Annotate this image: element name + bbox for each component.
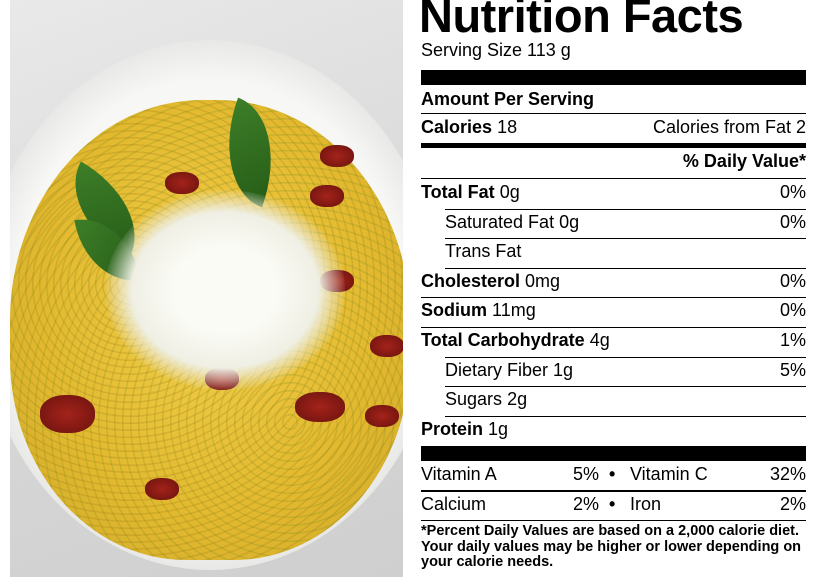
nutrient-row: Sodium 11mg (421, 300, 536, 321)
nutrient-amount: 0g (559, 211, 580, 232)
nutrient-row: Cholesterol 0mg (421, 271, 560, 292)
nutrient-row: Total Fat 0g (421, 182, 520, 203)
vitamin-value: 32% (769, 464, 806, 484)
tomato (145, 478, 179, 500)
divider (421, 297, 806, 299)
vitamin-name: Vitamin C (630, 464, 708, 484)
divider (445, 208, 806, 210)
divider (421, 490, 806, 492)
nutrient-daily-value: 0% (779, 270, 806, 291)
nutrient-daily-value: 0% (779, 182, 806, 202)
vitamin-name: Iron (630, 493, 662, 514)
tomato (320, 145, 354, 167)
nutrient-daily-value: 5% (779, 359, 806, 380)
nutrient-name: Trans Fat (445, 241, 522, 262)
nutrient-daily-value: 1% (779, 330, 806, 350)
tomato (295, 392, 345, 422)
tomato (165, 172, 199, 194)
bullet: • (609, 464, 616, 484)
nutrient-name: Sugars (445, 389, 503, 410)
calories-value: 18 (497, 117, 518, 137)
calories-row: Calories 18 (421, 117, 517, 138)
divider (421, 326, 806, 328)
nutrient-amount: 11mg (492, 300, 536, 321)
nutrient-name: Total Fat (421, 182, 495, 202)
divider (445, 415, 806, 417)
divider (445, 267, 806, 269)
grated-cheese (105, 190, 345, 390)
divider (421, 178, 806, 179)
nutrient-amount: 0mg (525, 270, 561, 291)
divider-medium (421, 143, 806, 148)
vitamin-value: 2% (779, 493, 806, 514)
nutrient-name: Saturated Fat (445, 211, 555, 232)
tomato (40, 395, 95, 433)
nutrient-name: Protein (421, 418, 484, 439)
divider-thick (421, 70, 806, 85)
nutrient-daily-value: 0% (779, 211, 806, 232)
tomato (365, 405, 399, 427)
calories-from-fat: Calories from Fat 2 (652, 117, 806, 137)
divider (445, 238, 806, 240)
nutrient-amount: 2g (507, 389, 528, 410)
nutrient-name: Cholesterol (421, 270, 521, 291)
daily-value-header: % Daily Value* (682, 151, 806, 171)
nutrient-amount: 0g (499, 182, 520, 202)
tomato (370, 335, 403, 357)
vitamin-value: 2% (572, 493, 599, 514)
nutrient-row: Trans Fat (445, 241, 521, 262)
nutrient-name: Total Carbohydrate (421, 330, 585, 350)
bullet: • (609, 493, 616, 514)
amount-per-serving: Amount Per Serving (421, 89, 595, 109)
divider (445, 356, 806, 358)
nutrient-name: Sodium (421, 300, 487, 321)
serving-size: Serving Size 113 g (421, 40, 571, 60)
nutrient-amount: 1g (553, 359, 574, 380)
nutrition-facts-label: Nutrition Facts Serving Size 113 g Amoun… (419, 0, 806, 574)
nutrient-daily-value: 0% (779, 300, 806, 321)
nutrient-row: Sugars 2g (445, 389, 527, 410)
divider (445, 386, 806, 388)
nutrient-amount: 1g (488, 418, 509, 439)
divider (421, 519, 806, 521)
nutrient-row: Total Carbohydrate 4g (421, 330, 610, 351)
vitamin-name: Vitamin A (421, 464, 497, 484)
food-photo (10, 0, 403, 577)
nutrient-row: Protein 1g (421, 419, 508, 440)
footnote: *Percent Daily Values are based on a 2,0… (421, 523, 802, 570)
nutrient-name: Dietary Fiber (445, 359, 549, 380)
divider-thick (421, 446, 806, 461)
vitamin-name: Calcium (421, 493, 487, 514)
divider (421, 113, 806, 114)
label-title: Nutrition Facts (419, 0, 744, 42)
nutrient-amount: 4g (589, 330, 610, 350)
nutrient-row: Saturated Fat 0g (445, 212, 579, 233)
nutrient-row: Dietary Fiber 1g (445, 360, 573, 381)
vitamin-value: 5% (572, 464, 599, 484)
tomato (310, 185, 344, 207)
calories-label: Calories (421, 117, 493, 137)
